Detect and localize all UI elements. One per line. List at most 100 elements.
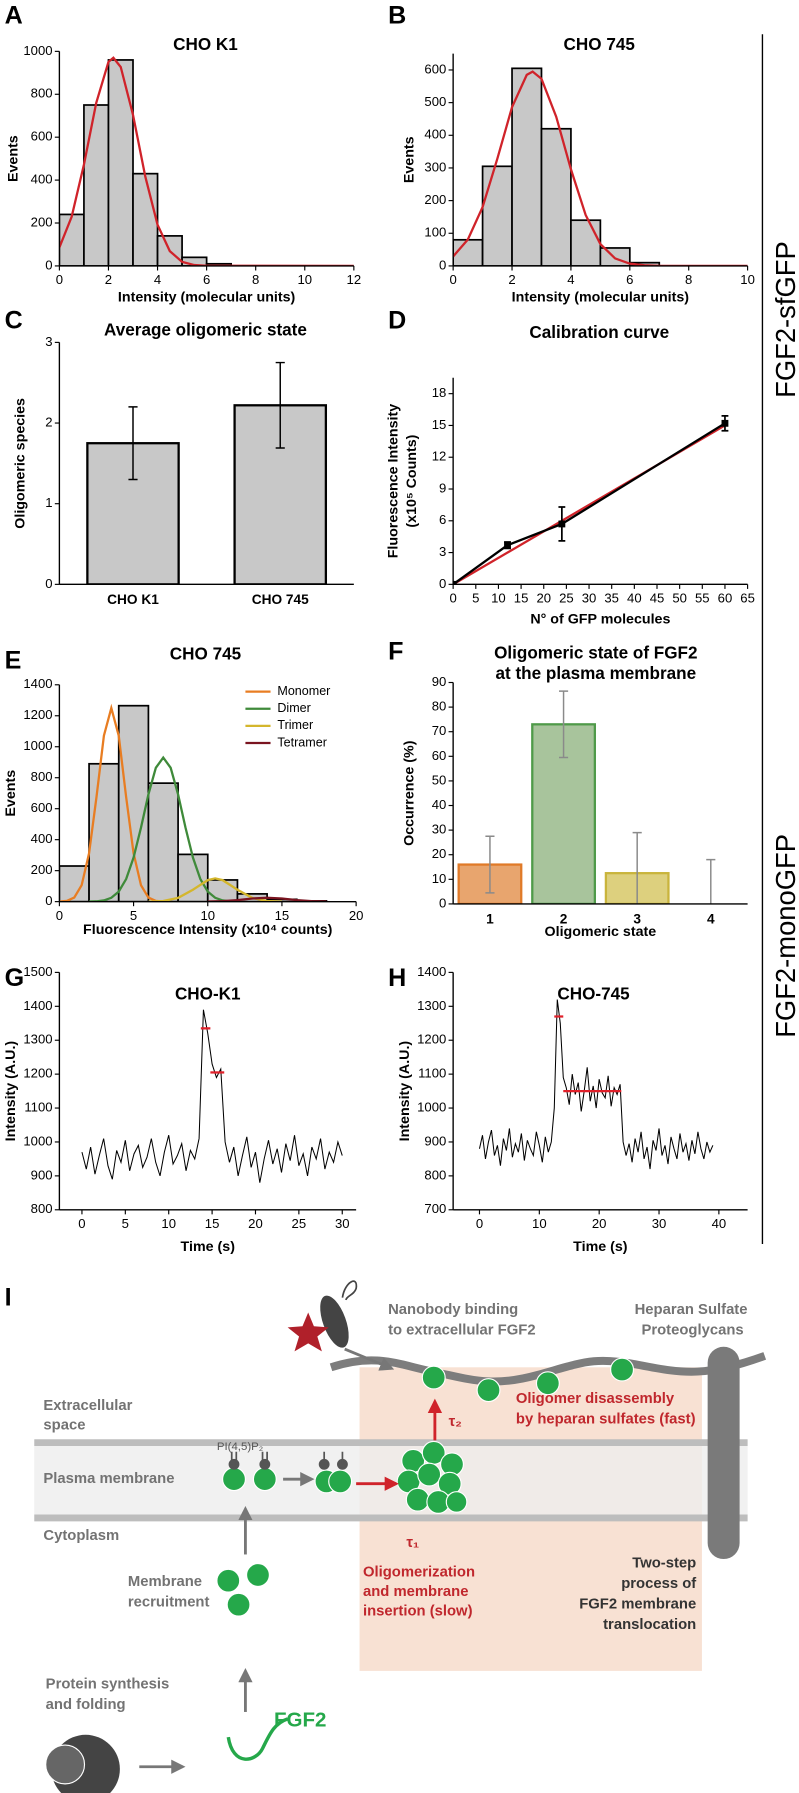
y-axis-label: Oligomeric species	[12, 398, 28, 529]
x-axis-label: Fluorescence Intensity (x10⁴ counts)	[83, 922, 333, 938]
y-tick-label: 50	[432, 772, 447, 787]
histogram-bar	[177, 853, 209, 902]
y-tick-label: 1000	[23, 738, 52, 753]
error-bar	[128, 406, 138, 481]
label: Two-step	[632, 1556, 696, 1572]
plot-area	[59, 703, 328, 902]
label: Oligomer disassembly	[516, 1391, 675, 1407]
y-tick-label: 1000	[417, 1100, 446, 1115]
line	[207, 896, 327, 902]
x-tick-label: 45	[650, 591, 665, 606]
y-tick-label: 400	[31, 172, 53, 187]
label: Oligomerization	[363, 1565, 475, 1581]
side-label: FGF2-monoGFP	[770, 834, 799, 1038]
label: Heparan Sulfate	[635, 1302, 748, 1318]
y-tick-label: 18	[432, 385, 447, 400]
panel-label: A	[5, 2, 23, 30]
label: Proteoglycans	[641, 1323, 743, 1339]
side-label: FGF2-sfGFP	[770, 241, 799, 398]
label: insertion (slow)	[363, 1603, 473, 1619]
marker	[504, 541, 511, 549]
x-tick-label: 5	[472, 591, 479, 606]
x-tick-label: 25	[559, 591, 574, 606]
panel-label: C	[5, 306, 23, 334]
label: to extracellular FGF2	[388, 1323, 536, 1339]
x-tick-label: 5	[130, 908, 137, 923]
x-tick-label: 2	[560, 912, 568, 927]
y-tick-label: 70	[432, 723, 447, 738]
chart-title: Average oligomeric state	[104, 320, 307, 339]
panel-label: F	[388, 637, 403, 665]
line	[89, 755, 238, 902]
y-tick-label: 300	[424, 159, 446, 174]
x-tick-label: 40	[627, 591, 642, 606]
histogram-bar	[83, 104, 110, 266]
y-axis-label: Events	[3, 770, 19, 817]
x-tick-label: 65	[740, 591, 755, 606]
x-tick-label: 60	[718, 591, 733, 606]
x-tick-label: 0	[449, 591, 456, 606]
chart-panel: CHO-K1 Intensity (A.U.) Time (s) 800 900 1000…	[3, 964, 357, 1255]
chart-panel: CHO 745 Events Intensity (molecular units)…	[402, 35, 755, 305]
y-tick-label: 1300	[417, 998, 446, 1013]
y-tick-label: 1000	[23, 1133, 52, 1148]
histogram-bar	[107, 59, 134, 266]
y-tick-label: 15	[432, 417, 447, 432]
y-tick-label: 10	[432, 871, 447, 886]
label: space	[43, 1417, 85, 1433]
histogram-bar	[511, 67, 543, 266]
x-axis-label: Oligomeric state	[545, 924, 657, 940]
x-axis-label: Intensity (molecular units)	[118, 290, 296, 306]
x-tick-label: 8	[685, 272, 692, 287]
fgf2-molecules	[216, 1357, 635, 1617]
y-tick-label: 40	[432, 797, 447, 812]
y-tick-label: 1200	[417, 1032, 446, 1047]
fluorophore	[287, 1312, 329, 1352]
chart-panel: Calibration curve Fluorescence Intensity(…	[386, 323, 755, 628]
x-axis-label: Time (s)	[181, 1239, 236, 1255]
arrow	[344, 1347, 395, 1371]
histogram-bar	[147, 782, 179, 902]
histogram-bar	[481, 165, 513, 266]
histogram-bar	[206, 879, 239, 902]
y-tick-label: 20	[432, 846, 447, 861]
y-axis-label: Events	[6, 135, 22, 182]
y-tick-label: 0	[439, 257, 446, 272]
y-tick-label: 1100	[24, 1100, 52, 1115]
y-tick-label: 700	[424, 1201, 446, 1216]
x-tick-label: 2	[508, 272, 515, 287]
y-tick-label: 800	[31, 769, 53, 784]
histogram-bar	[540, 127, 572, 266]
marker	[721, 419, 729, 427]
y-tick-label: 400	[31, 831, 53, 846]
x-axis-label: N° of GFP molecules	[530, 611, 670, 627]
chart-title: CHO-K1	[175, 985, 241, 1004]
y-tick-label: 1400	[23, 676, 52, 691]
chart-panel: CHO 745 Events Fluorescence Intensity (x10…	[3, 645, 363, 938]
y-tick-label: 200	[424, 192, 446, 207]
label: by heparan sulfates (fast)	[516, 1412, 696, 1428]
chart-panel: CHO-745 Intensity (A.U.) Time (s) 700 800 900…	[397, 964, 748, 1255]
plot-area	[59, 56, 354, 266]
y-tick-label: 80	[432, 699, 447, 714]
x-tick-label: 10	[297, 272, 312, 287]
histogram-bar	[570, 219, 602, 266]
ribosome-subunit	[45, 1744, 86, 1785]
x-tick-label: 0	[56, 908, 63, 923]
line	[453, 422, 726, 585]
histogram-bar	[88, 762, 120, 902]
plot-area	[453, 415, 729, 585]
x-tick-label: CHO K1	[107, 592, 159, 607]
line	[59, 703, 164, 902]
x-tick-label: 6	[203, 272, 210, 287]
x-tick-label: 10	[491, 591, 506, 606]
y-tick-label: 0	[45, 576, 52, 591]
label: τ₁	[406, 1535, 419, 1551]
y-tick-label: 1500	[23, 964, 52, 979]
y-tick-label: 1100	[418, 1066, 446, 1081]
histogram-bar	[117, 704, 150, 902]
label: and membrane	[363, 1584, 468, 1600]
y-tick-label: 0	[45, 257, 52, 272]
y-axis-label: (x10⁵ Counts)	[404, 434, 420, 527]
x-tick-label: 20	[349, 908, 364, 923]
